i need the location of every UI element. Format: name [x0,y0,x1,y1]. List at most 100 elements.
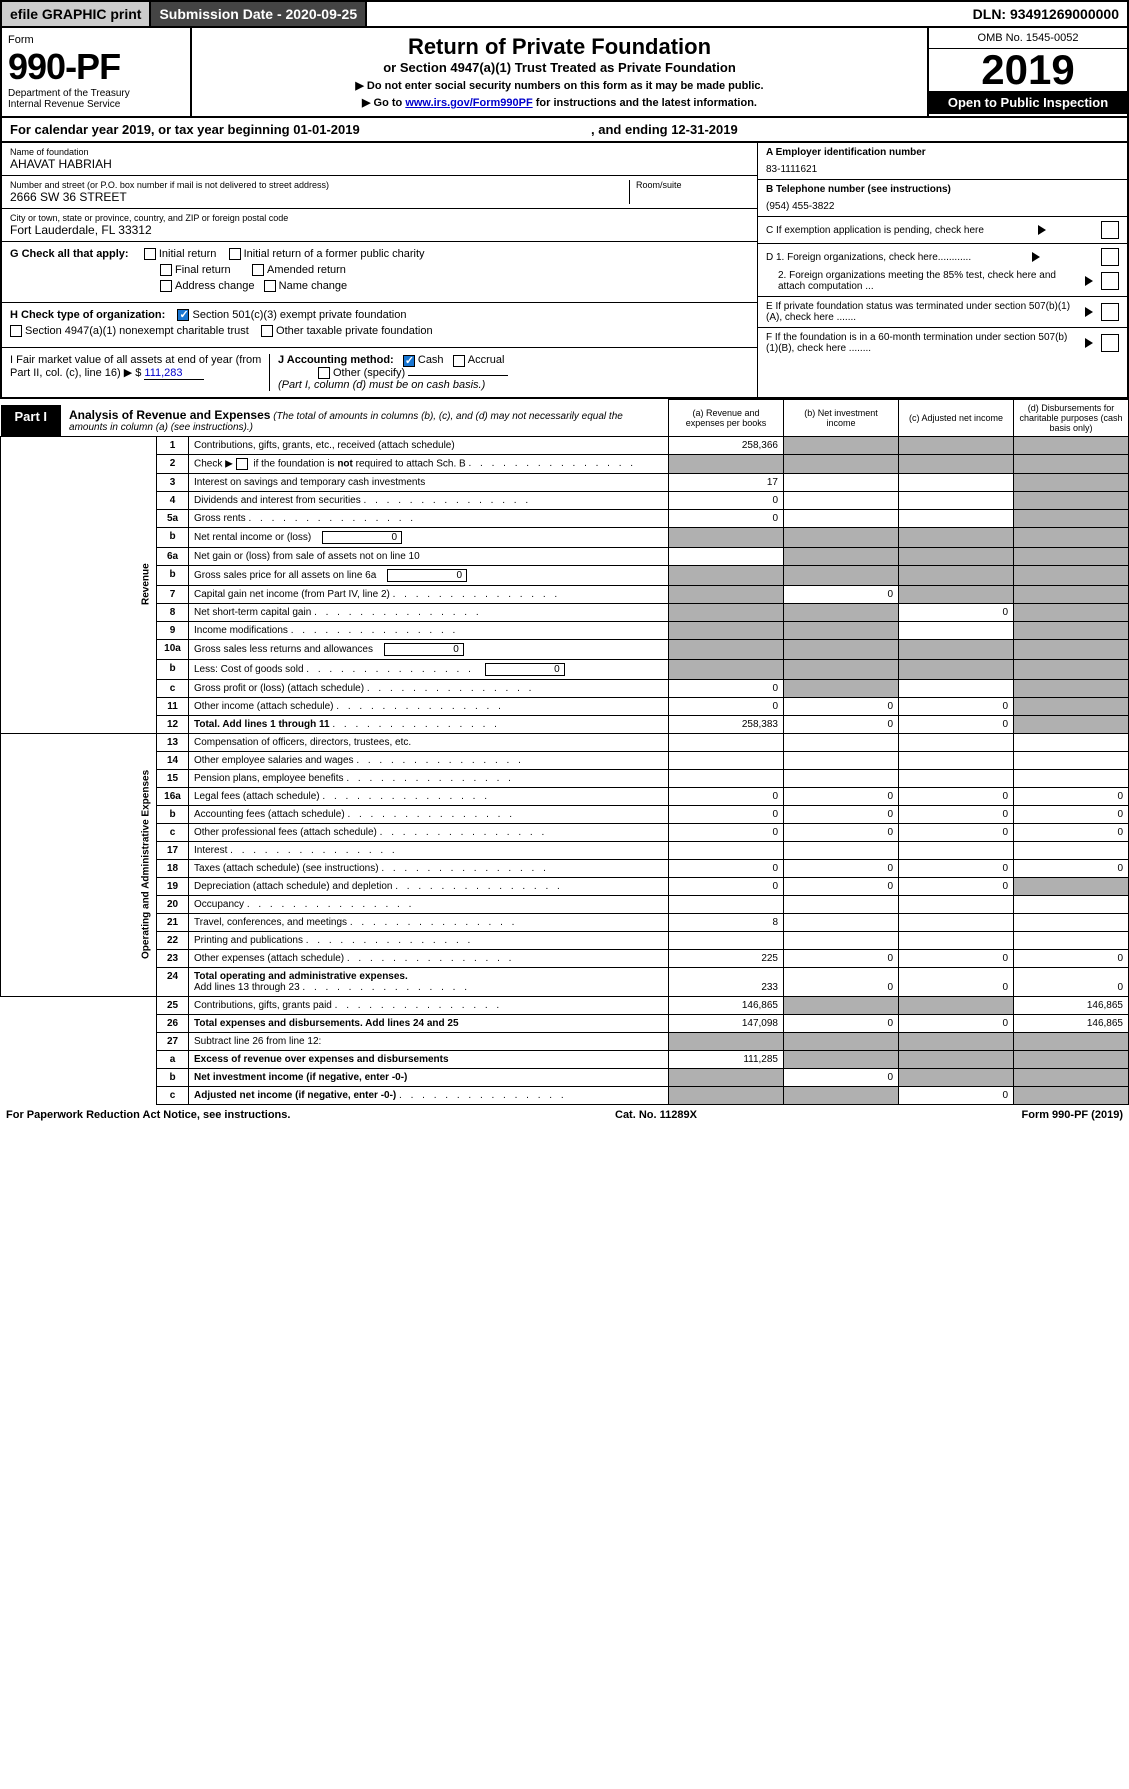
row-num: 15 [157,769,189,787]
table-row: 25 Contributions, gifts, grants paid 146… [1,996,1129,1014]
j-cash-checkbox[interactable] [403,355,415,367]
cell-value: 0 [899,877,1014,895]
row-num: b [157,565,189,585]
final-return-checkbox[interactable] [160,264,172,276]
cell-value: 0 [784,877,899,895]
top-bar: efile GRAPHIC print Submission Date - 20… [0,0,1129,28]
row-num: 8 [157,603,189,621]
revenue-vertical-label: Revenue [1,436,157,733]
arrow-icon [1085,307,1093,317]
name-change-checkbox[interactable] [264,280,276,292]
cell-value: 0 [784,1068,899,1086]
row-num: 11 [157,697,189,715]
dept-irs: Internal Revenue Service [8,99,184,110]
room-label: Room/suite [636,180,749,190]
row-desc: Other income (attach schedule) [194,701,334,712]
row-num: b [157,659,189,679]
b-value: (954) 455-3822 [766,201,1119,212]
row-desc: Gross profit or (loss) (attach schedule) [194,683,364,694]
form-label: Form [8,34,184,46]
row-desc: Other employee salaries and wages [194,755,354,766]
cell-value: 0 [669,679,784,697]
cell-value: 0 [784,697,899,715]
form-title: Return of Private Foundation [204,34,915,60]
j-accrual-checkbox[interactable] [453,355,465,367]
name-change-label: Name change [279,280,348,292]
row-desc: Excess of revenue over expenses and disb… [194,1054,449,1065]
j-other-checkbox[interactable] [318,367,330,379]
arrow-icon [1085,276,1093,286]
table-row: b Net investment income (if negative, en… [1,1068,1129,1086]
cell-value: 0 [899,967,1014,996]
d2-label: 2. Foreign organizations meeting the 85%… [778,270,1077,292]
name-label: Name of foundation [10,147,749,157]
c-label: C If exemption application is pending, c… [766,225,984,236]
part1-table: Part I Analysis of Revenue and Expenses … [0,399,1129,1105]
h-4947-label: Section 4947(a)(1) nonexempt charitable … [25,325,249,337]
cell-value: 0 [669,787,784,805]
row-desc: Dividends and interest from securities [194,495,361,506]
h-other-checkbox[interactable] [261,325,273,337]
row-desc: Legal fees (attach schedule) [194,791,320,802]
form-header: Form 990-PF Department of the Treasury I… [0,28,1129,118]
footer-mid: Cat. No. 11289X [615,1109,697,1121]
form-subtitle: or Section 4947(a)(1) Trust Treated as P… [204,60,915,75]
row-desc: Occupancy [194,899,244,910]
cal-year-begin: For calendar year 2019, or tax year begi… [10,122,360,137]
part1-title: Analysis of Revenue and Expenses [69,408,270,422]
table-row: 16a Legal fees (attach schedule) 0 0 0 0 [1,787,1129,805]
e-checkbox[interactable] [1101,303,1119,321]
table-row: 9 Income modifications [1,621,1129,639]
part1-tag: Part I [1,405,62,436]
f-checkbox[interactable] [1101,334,1119,352]
cell-value: 0 [669,805,784,823]
h-4947-checkbox[interactable] [10,325,22,337]
initial-return-checkbox[interactable] [144,248,156,260]
dln-number: DLN: 93491269000000 [965,2,1127,26]
initial-former-checkbox[interactable] [229,248,241,260]
amended-checkbox[interactable] [252,264,264,276]
cell-value: 0 [899,949,1014,967]
h-501c3-checkbox[interactable] [177,309,189,321]
efile-print-button[interactable]: efile GRAPHIC print [2,2,151,26]
d1-label: D 1. Foreign organizations, check here..… [766,252,971,263]
row-num: 4 [157,491,189,509]
irs-link[interactable]: www.irs.gov/Form990PF [405,97,532,109]
row-num: 22 [157,931,189,949]
entity-info-block: Name of foundation AHAVAT HABRIAH Number… [0,143,1129,399]
row-num: 25 [157,996,189,1014]
d1-checkbox[interactable] [1101,248,1119,266]
instr-prefix: ▶ Go to [362,97,405,109]
table-row: c Gross profit or (loss) (attach schedul… [1,679,1129,697]
table-row: 11 Other income (attach schedule) 0 0 0 [1,697,1129,715]
row-desc: Compensation of officers, directors, tru… [189,733,669,751]
row-num: 1 [157,436,189,454]
inline-value: 0 [485,663,565,676]
initial-former-label: Initial return of a former public charit… [244,248,425,260]
table-row: 4 Dividends and interest from securities… [1,491,1129,509]
table-row: c Other professional fees (attach schedu… [1,823,1129,841]
open-to-public-badge: Open to Public Inspection [929,91,1127,114]
table-row: 15 Pension plans, employee benefits [1,769,1129,787]
table-row: 19 Depreciation (attach schedule) and de… [1,877,1129,895]
table-row: 3 Interest on savings and temporary cash… [1,473,1129,491]
addr-change-checkbox[interactable] [160,280,172,292]
row-num: 10a [157,639,189,659]
d2-checkbox[interactable] [1101,272,1119,290]
row-num: 18 [157,859,189,877]
row-desc: Adjusted net income (if negative, enter … [194,1090,396,1101]
row-desc: Printing and publications [194,935,303,946]
col-b-header: (b) Net investment income [784,399,899,436]
table-row: 6a Net gain or (loss) from sale of asset… [1,547,1129,565]
table-row: 10a Gross sales less returns and allowan… [1,639,1129,659]
cell-value: 146,865 [1014,1014,1129,1032]
table-row: 12 Total. Add lines 1 through 11 258,383… [1,715,1129,733]
sch-b-checkbox[interactable] [236,458,248,470]
row-num: b [157,805,189,823]
a-label: A Employer identification number [766,147,926,158]
cell-value: 0 [784,823,899,841]
row-desc: Pension plans, employee benefits [194,773,344,784]
c-checkbox[interactable] [1101,221,1119,239]
table-row: 20 Occupancy [1,895,1129,913]
row-desc: Interest on savings and temporary cash i… [189,473,669,491]
